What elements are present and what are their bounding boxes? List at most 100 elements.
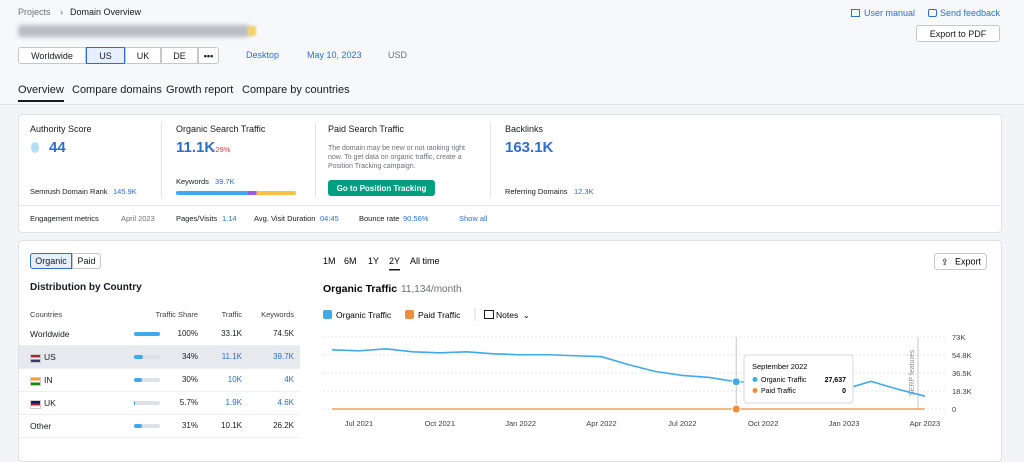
share-bar: [134, 355, 143, 359]
hover-point: [731, 377, 741, 387]
x-tick-label: Jan 2022: [505, 419, 536, 428]
keyword-bar: [176, 191, 296, 195]
button-label: Go to Position Tracking: [336, 183, 427, 193]
section-title: Distribution by Country: [30, 282, 142, 293]
traffic-share: 100%: [177, 329, 198, 338]
country-name: Other: [30, 421, 52, 431]
notes-caret: ⌄: [523, 311, 530, 320]
user-manual-link[interactable]: User manual: [864, 8, 916, 18]
database-button[interactable]: Worldwide: [18, 47, 86, 64]
keywords[interactable]: 4.6K: [277, 398, 294, 407]
x-tick-label: Oct 2022: [748, 419, 778, 428]
footer-label: Referring Domains: [505, 187, 568, 196]
metric-title: Backlinks: [505, 124, 544, 134]
y-tick-label: 73K: [952, 333, 965, 342]
x-tick-label: Jan 2023: [829, 419, 860, 428]
metric-label: Bounce rate: [359, 214, 400, 223]
share-bar-track: [134, 424, 160, 428]
metric-label: Pages/Visits: [176, 214, 218, 223]
y-tick-label: 36.5K: [952, 369, 972, 378]
annotation: SERP features: [909, 349, 916, 396]
row-divider: [19, 368, 300, 369]
row-divider: [19, 437, 300, 438]
breadcrumb[interactable]: Projects: [18, 7, 51, 17]
legend-checkbox[interactable]: [323, 310, 332, 319]
label: Paid: [77, 256, 96, 266]
traffic[interactable]: 1.9K: [225, 398, 242, 407]
keywords: 74.5K: [273, 329, 294, 338]
row-divider: [19, 391, 300, 392]
x-tick-label: Jul 2022: [668, 419, 696, 428]
range-button[interactable]: 1Y: [368, 256, 379, 266]
toggle-button[interactable]: Paid: [72, 253, 101, 269]
date-select[interactable]: May 10, 2023: [307, 50, 362, 60]
device-select[interactable]: Desktop: [246, 50, 280, 60]
tab[interactable]: Compare domains: [72, 84, 162, 96]
icon: [928, 9, 937, 17]
notes-button[interactable]: Notes: [496, 310, 518, 320]
x-tick-label: Apr 2023: [910, 419, 940, 428]
row-divider: [19, 414, 300, 415]
keywords[interactable]: 39.7K: [273, 352, 294, 361]
metric-value[interactable]: 11.1K: [176, 139, 216, 156]
position-tracking-button[interactable]: Go to Position Tracking: [328, 180, 435, 196]
domain-favicon: [248, 26, 256, 36]
y-tick-label: 18.3K: [952, 387, 972, 396]
traffic[interactable]: 10K: [227, 375, 242, 384]
country-name: UK: [44, 398, 56, 408]
summary-card: [18, 114, 1002, 233]
engagement-label: Engagement metrics: [30, 214, 99, 223]
tooltip: [743, 354, 854, 404]
traffic-chart: 1M 6M 1Y 2Y All time Export ⇪ Organic Traffic 11…: [323, 253, 987, 428]
toggle-button[interactable]: Organic: [30, 253, 72, 269]
button-label: Export to PDF: [929, 28, 987, 39]
tooltip-title: September 2022: [752, 362, 807, 371]
traffic[interactable]: 11.1K: [221, 352, 242, 361]
metric-change: -29%: [213, 145, 231, 154]
export-pdf-button[interactable]: Export to PDF: [916, 25, 1000, 42]
send-feedback-link[interactable]: Send feedback: [940, 8, 1001, 18]
metric-value[interactable]: 163.1K: [505, 139, 554, 156]
database-button[interactable]: US: [86, 47, 125, 64]
tooltip-dot: [752, 388, 758, 393]
footer-value[interactable]: 12.3K: [574, 187, 594, 196]
share-bar-track: [134, 378, 160, 382]
y-tick-label: 54.8K: [952, 351, 972, 360]
export-button[interactable]: [934, 253, 987, 270]
range-button[interactable]: 1M: [323, 256, 336, 266]
share-bar-track: [134, 401, 160, 405]
tooltip-value: 0: [842, 388, 846, 395]
legend-checkbox[interactable]: [405, 310, 414, 319]
footer-value[interactable]: 145.9K: [113, 187, 137, 196]
database-button[interactable]: UK: [125, 47, 161, 64]
database-button[interactable]: DE: [161, 47, 198, 64]
domain-blurred: [18, 25, 250, 37]
row-divider: [19, 345, 300, 346]
show-all-link[interactable]: Show all: [459, 214, 488, 223]
range-button[interactable]: All time: [410, 256, 440, 266]
y-tick-label: 0: [952, 405, 956, 414]
hover-point: [731, 404, 741, 414]
share-bar: [134, 378, 142, 382]
tab[interactable]: Growth report: [166, 84, 234, 96]
column-header: Countries: [30, 310, 63, 319]
more-button[interactable]: •••: [198, 47, 219, 64]
tooltip-label: Paid Traffic: [761, 388, 796, 395]
divider: [490, 122, 491, 198]
icon: [851, 9, 860, 17]
metric-title: Paid Search Traffic: [328, 124, 404, 134]
footer-label: Keywords: [176, 177, 209, 186]
range-button[interactable]: 6M: [344, 256, 357, 266]
keywords[interactable]: 4K: [284, 375, 294, 384]
footer-value[interactable]: 39.7K: [215, 177, 235, 186]
chart-subtitle: 11,134/month: [401, 284, 461, 295]
tab[interactable]: Compare by countries: [242, 84, 350, 96]
footer-label: Semrush Domain Rank: [30, 187, 108, 196]
tab[interactable]: Overview: [18, 84, 64, 96]
export-label: Export: [955, 257, 982, 267]
column-header: Traffic: [221, 310, 242, 319]
range-button[interactable]: 2Y: [389, 256, 400, 266]
share-bar-track: [134, 355, 160, 359]
divider: [161, 122, 162, 198]
traffic-share: 31%: [181, 421, 198, 430]
